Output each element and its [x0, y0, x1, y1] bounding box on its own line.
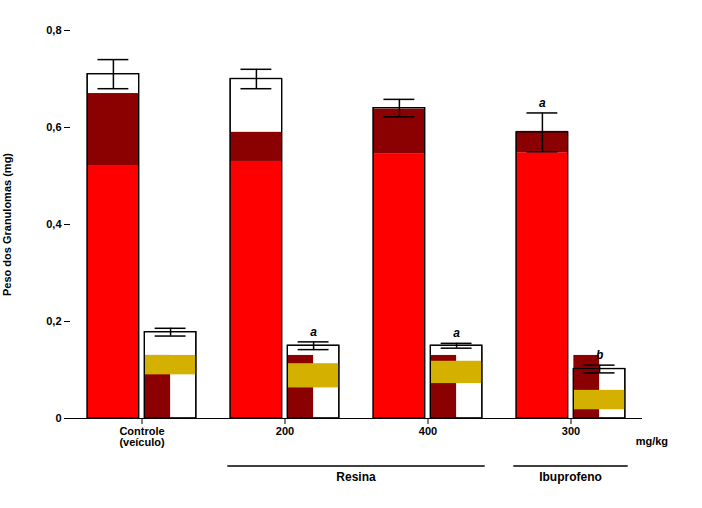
svg-text:a: a: [310, 325, 317, 339]
svg-text:Controle(veículo): Controle(veículo): [119, 425, 165, 448]
svg-text:400: 400: [419, 425, 437, 437]
svg-text:0,8: 0,8: [46, 24, 61, 36]
svg-text:0,2: 0,2: [46, 315, 61, 327]
svg-text:0: 0: [55, 412, 61, 424]
svg-text:mg/kg: mg/kg: [636, 435, 668, 447]
svg-text:a: a: [539, 96, 546, 110]
svg-text:300: 300: [562, 425, 580, 437]
svg-text:0,6: 0,6: [46, 121, 61, 133]
svg-text:a: a: [453, 326, 460, 340]
svg-text:b: b: [596, 348, 603, 362]
svg-text:0,4: 0,4: [46, 218, 62, 230]
svg-text:Ibuprofeno: Ibuprofeno: [539, 470, 602, 484]
svg-text:Peso dos Granulomas (mg): Peso dos Granulomas (mg): [1, 153, 13, 296]
svg-text:200: 200: [276, 425, 294, 437]
svg-text:Resina: Resina: [336, 470, 376, 484]
